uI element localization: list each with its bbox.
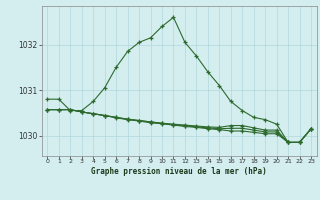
X-axis label: Graphe pression niveau de la mer (hPa): Graphe pression niveau de la mer (hPa) [91, 167, 267, 176]
